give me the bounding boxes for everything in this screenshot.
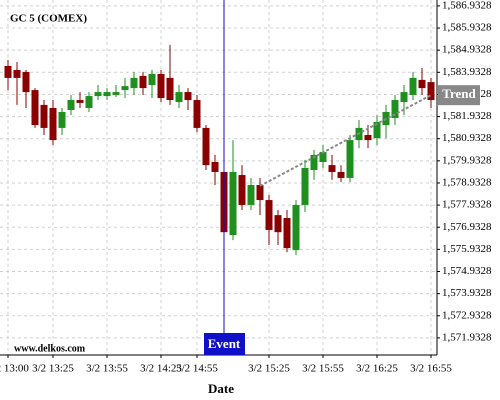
candle-body: [112, 92, 120, 95]
candle-body: [67, 100, 75, 110]
candle-body: [166, 77, 174, 101]
candle-body: [31, 90, 39, 126]
candle-body: [13, 69, 21, 78]
candle-body: [409, 77, 417, 95]
candle-body: [85, 96, 93, 109]
candle-body: [337, 171, 345, 178]
y-tick-label: 1,575.9328: [442, 243, 492, 255]
candle-body: [229, 171, 237, 236]
y-tick-label: 1,581.9328: [442, 110, 492, 122]
candle-body: [22, 71, 30, 93]
candle-body: [400, 92, 408, 103]
y-tick-label: 1,576.9328: [442, 221, 492, 233]
y-tick-label: 1,584.9328: [442, 44, 492, 56]
candle-body: [76, 100, 84, 103]
candle-body: [157, 73, 165, 99]
candle-body: [373, 121, 381, 139]
candle-body: [58, 111, 66, 128]
x-tick-label: 3/2 15:25: [248, 363, 290, 375]
candle-body: [301, 167, 309, 205]
x-axis-label: Date: [208, 381, 234, 396]
y-tick-label: 1,574.9328: [442, 265, 492, 277]
candle-body: [49, 108, 57, 141]
x-tick-label: 3/2 14:55: [176, 363, 218, 375]
x-tick-label: 3/2 15:55: [302, 363, 344, 375]
candle-body: [4, 65, 12, 78]
candle-body: [130, 77, 138, 89]
x-tick-label: 3/2 13:00: [0, 363, 29, 375]
trend-line: [259, 94, 432, 187]
y-tick-label: 1,573.9328: [442, 287, 492, 299]
y-tick-label: 1,580.9328: [442, 132, 492, 144]
x-tick-label: 3/2 13:55: [86, 363, 128, 375]
candle-body: [427, 82, 435, 101]
candle-body: [184, 92, 192, 101]
candle-body: [247, 185, 255, 205]
x-tick-label: 3/2 13:25: [32, 363, 74, 375]
y-tick-label: 1,578.9328: [442, 177, 492, 189]
y-tick-label: 1,586.9328: [442, 0, 492, 11]
candle-body: [391, 100, 399, 118]
y-tick-label: 1,572.9328: [442, 309, 492, 321]
candle-body: [238, 175, 246, 205]
y-tick-label: 1,585.9328: [442, 22, 492, 34]
trend-box: [438, 85, 480, 106]
candle-body: [328, 165, 336, 172]
y-tick-label: 1,579.9328: [442, 154, 492, 166]
x-tick-label: 3/2 14:25: [140, 363, 182, 375]
trend-label: Trend: [442, 86, 476, 101]
candle-body: [292, 204, 300, 251]
candle-body: [103, 92, 111, 97]
event-box: [204, 333, 245, 355]
candle-body: [202, 127, 210, 166]
candle-body: [193, 100, 201, 128]
candle-body: [121, 86, 129, 91]
candle-body: [139, 75, 147, 89]
candle-body: [319, 152, 327, 163]
candle-body: [265, 200, 273, 230]
x-tick-label: 3/2 16:25: [356, 363, 398, 375]
y-tick-label: 1,583.9328: [442, 66, 492, 78]
candle-body: [256, 185, 264, 201]
watermark: www.delkos.com: [14, 343, 86, 354]
candle-body: [346, 140, 354, 178]
event-label: Event: [208, 336, 241, 351]
y-tick-label: 1,577.9328: [442, 199, 492, 211]
candle-body: [283, 218, 291, 249]
chart-title: GC 5 (COMEX): [10, 13, 87, 25]
x-tick-label: 3/2 16:55: [410, 363, 452, 375]
candle-body: [40, 104, 48, 128]
y-tick-label: 1,571.9328: [442, 331, 492, 343]
candle-body: [274, 215, 282, 233]
candle-body: [211, 162, 219, 172]
candle-body: [148, 73, 156, 85]
candle-body: [418, 79, 426, 89]
candle-body: [310, 154, 318, 170]
candle-body: [94, 92, 102, 97]
candle-body: [364, 135, 372, 141]
candle-body: [175, 92, 183, 103]
